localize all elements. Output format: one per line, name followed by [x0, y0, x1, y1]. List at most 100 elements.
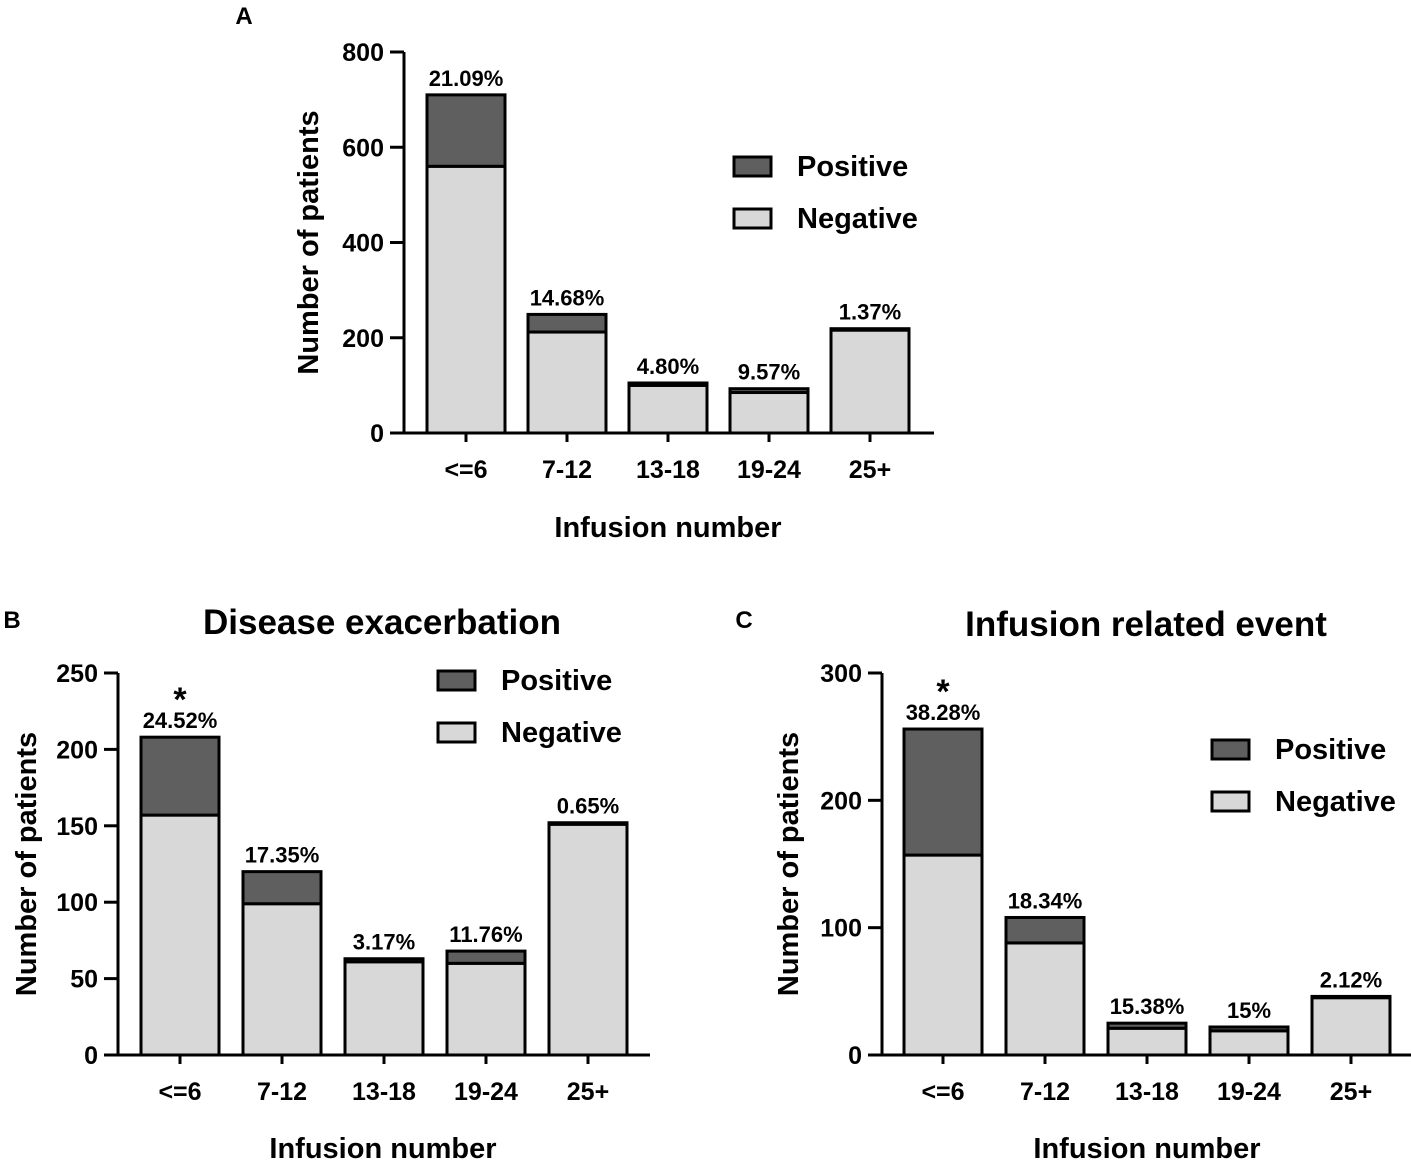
bar-positive-0	[425, 93, 507, 168]
bar-negative-2	[1106, 1026, 1188, 1057]
legend-label-positive: Positive	[1275, 734, 1386, 766]
bar-positive-3	[1208, 1025, 1290, 1033]
x-tick-label-2: 13-18	[352, 1078, 416, 1106]
y-tick-label-0: 0	[84, 1042, 98, 1070]
bar-negative-1	[526, 330, 608, 435]
y-tick-label-1: 200	[342, 325, 384, 353]
panel-label: B	[3, 607, 20, 634]
percent-label-2: 3.17%	[353, 930, 415, 955]
x-tick-label-0: <=6	[444, 456, 487, 484]
bar-positive-1	[526, 312, 608, 334]
legend-label-negative: Negative	[501, 717, 622, 749]
bar-positive-4	[1310, 994, 1392, 1000]
percent-label-3: 15%	[1227, 998, 1271, 1023]
bar-positive-2	[1106, 1021, 1188, 1030]
bar-positive-3	[445, 949, 527, 965]
legend: Positive Negative	[732, 151, 918, 235]
bar-negative-4	[1310, 996, 1392, 1057]
bar-negative-3	[1208, 1029, 1290, 1057]
legend-swatch-negative	[1210, 790, 1251, 813]
bar-negative-3	[728, 391, 810, 435]
x-tick-label-3: 19-24	[454, 1078, 518, 1106]
percent-label-1: 17.35%	[245, 843, 320, 868]
bar-negative-4	[829, 328, 911, 435]
panel-c: C Infusion related event 38.28%* <=6 18.34% 7…	[735, 605, 1411, 1165]
percent-label-0: 24.52%	[143, 708, 218, 733]
x-tick-label-4: 25+	[849, 456, 891, 484]
bar-negative-0	[139, 813, 221, 1057]
legend-label-negative: Negative	[797, 203, 918, 235]
x-tick-label-4: 25+	[567, 1078, 609, 1106]
significance-asterisk: *	[936, 673, 950, 711]
chart-title: Disease exacerbation	[203, 603, 561, 642]
bar-positive-2	[343, 957, 425, 964]
bar-positive-1	[241, 870, 323, 906]
y-tick-label-3: 150	[56, 813, 98, 841]
bar-negative-0	[425, 164, 507, 435]
bar-positive-3	[728, 387, 810, 395]
x-axis-title: Infusion number	[269, 1133, 496, 1160]
bar-negative-2	[627, 383, 709, 435]
x-axis-title: Infusion number	[1033, 1133, 1260, 1160]
y-tick-label-1: 50	[70, 966, 98, 994]
x-tick-label-3: 19-24	[1217, 1078, 1281, 1106]
bar-negative-4	[547, 822, 629, 1057]
percent-label-2: 4.80%	[637, 354, 699, 379]
legend: Positive Negative	[436, 665, 622, 749]
x-tick-label-1: 7-12	[1020, 1078, 1070, 1106]
x-tick-label-1: 7-12	[542, 456, 592, 484]
y-tick-label-4: 800	[342, 39, 384, 67]
legend-swatch-positive	[732, 155, 773, 178]
bar-positive-4	[829, 327, 911, 332]
panel-label: C	[735, 607, 752, 634]
x-tick-label-4: 25+	[1330, 1078, 1372, 1106]
legend-swatch-positive	[436, 669, 477, 692]
bar-negative-0	[902, 853, 984, 1057]
y-tick-label-3: 300	[820, 660, 862, 688]
y-tick-label-5: 250	[56, 660, 98, 688]
x-tick-label-2: 13-18	[636, 456, 700, 484]
legend-swatch-negative	[732, 207, 773, 230]
legend-label-negative: Negative	[1275, 786, 1396, 818]
bar-positive-2	[627, 381, 709, 387]
y-tick-label-2: 400	[342, 230, 384, 258]
percent-label-4: 0.65%	[557, 794, 619, 819]
x-tick-label-3: 19-24	[737, 456, 801, 484]
x-tick-label-2: 13-18	[1115, 1078, 1179, 1106]
x-tick-label-1: 7-12	[257, 1078, 307, 1106]
bar-positive-1	[1004, 915, 1086, 945]
legend-label-positive: Positive	[501, 665, 612, 697]
bar-negative-1	[1004, 941, 1086, 1057]
percent-label-1: 14.68%	[530, 285, 605, 310]
percent-label-3: 9.57%	[738, 360, 800, 385]
y-axis-title: Number of patients	[11, 732, 43, 996]
chart-title: Infusion related event	[965, 605, 1327, 644]
x-axis-title: Infusion number	[554, 512, 781, 544]
panel-label: A	[235, 3, 252, 30]
percent-label-2: 15.38%	[1110, 994, 1185, 1019]
panel-b: B Disease exacerbation 24.52%* <=6 17.35% 7-1…	[3, 603, 650, 1165]
legend-swatch-positive	[1210, 738, 1251, 761]
percent-label-0: 21.09%	[429, 66, 504, 91]
legend-swatch-negative	[436, 721, 477, 744]
legend-label-positive: Positive	[797, 151, 908, 183]
y-axis-title: Number of patients	[773, 732, 805, 996]
y-tick-label-0: 0	[370, 420, 384, 448]
percent-label-4: 1.37%	[839, 300, 901, 325]
bar-positive-0	[139, 735, 221, 817]
y-tick-label-2: 100	[56, 889, 98, 917]
y-tick-label-4: 200	[56, 736, 98, 764]
x-tick-label-0: <=6	[158, 1078, 201, 1106]
bar-positive-0	[902, 727, 984, 857]
bar-negative-1	[241, 902, 323, 1057]
bar-positive-4	[547, 821, 629, 826]
percent-label-3: 11.76%	[449, 922, 522, 947]
percent-label-4: 2.12%	[1320, 967, 1382, 992]
y-tick-label-3: 600	[342, 134, 384, 162]
x-tick-label-0: <=6	[921, 1078, 964, 1106]
y-axis-title: Number of patients	[293, 110, 325, 374]
bar-negative-2	[343, 960, 425, 1057]
bar-negative-3	[445, 961, 527, 1057]
panel-a: A 21.09% <=6 14.68% 7-12 4.80% 13-18 9.57% 19-24…	[235, 3, 934, 544]
